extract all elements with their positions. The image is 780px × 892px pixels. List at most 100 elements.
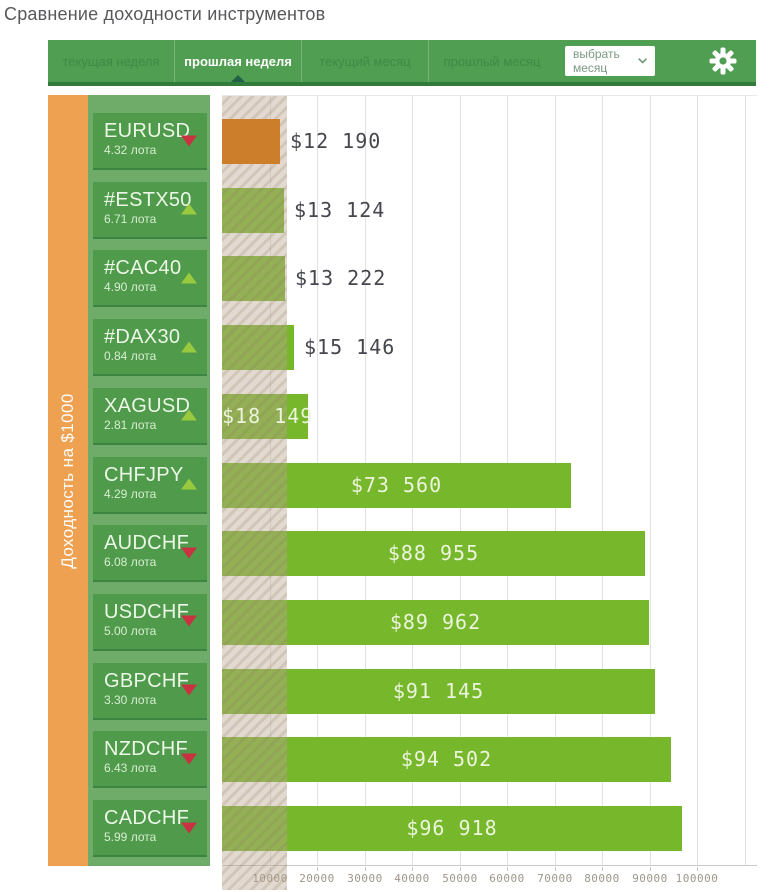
tab-2[interactable]: прошлая неделя: [174, 40, 301, 82]
bar-value-label: $89 962: [389, 609, 482, 634]
period-tabs: текущая неделя прошлая неделя текущий меся…: [48, 40, 555, 82]
tab-3[interactable]: текущий месяц: [301, 40, 428, 82]
instrument-panel: CHFJPY 4.29 лота: [93, 456, 207, 514]
tab-1[interactable]: текущая неделя: [48, 40, 174, 82]
trend-up-icon: [181, 341, 197, 353]
instrument-symbol: GBPCHF: [104, 669, 190, 692]
y-axis-label-strip: Доходность на $1000: [48, 95, 88, 866]
axis-tick: [507, 867, 508, 871]
instrument-lots: 5.99 лота: [104, 830, 157, 844]
bar-xagusd: [222, 393, 308, 439]
bar-value-label: $13 222: [295, 266, 387, 291]
axis-tick-label: 20000: [299, 872, 335, 885]
profitability-chart: Доходность на $1000 EURUSD 4.32 лота #ES…: [48, 95, 757, 892]
axis-tick: [697, 867, 698, 871]
axis-tick-label: 30000: [347, 872, 383, 885]
bar-value-label: $73 560: [350, 472, 443, 497]
trend-up-icon: [181, 409, 197, 421]
instrument-lots: 6.43 лота: [104, 761, 157, 776]
instrument-symbol: #DAX30: [104, 326, 181, 349]
y-axis-label: Доходность на $1000: [58, 392, 77, 569]
instrument-symbol: #CAC40: [104, 257, 182, 280]
instrument-panel: XAGUSD 2.81 лота: [93, 387, 207, 445]
instrument-panel: NZDCHF 6.43 лота: [93, 731, 207, 789]
bar-eurusd: [222, 119, 280, 164]
gridline: [697, 96, 698, 865]
gridline: [650, 96, 651, 865]
trend-down-icon: [181, 135, 197, 146]
bar-value-label: $15 146: [304, 335, 396, 360]
tab-4[interactable]: прошлый месяц: [428, 40, 555, 82]
trend-down-icon: [181, 753, 197, 765]
instrument-panel: #ESTX50 6.71 лота: [93, 181, 207, 239]
instrument-lots: 5.00 лота: [104, 623, 157, 638]
trend-up-icon: [181, 203, 197, 215]
settings-button[interactable]: [690, 40, 756, 82]
axis-tick-label: 90000: [632, 872, 668, 885]
gear-icon: [709, 47, 737, 75]
bar-value-label: $94 502: [400, 747, 493, 772]
instrument-symbol: CADCHF: [104, 807, 190, 829]
axis-tick-label: 10000: [252, 872, 288, 885]
plot-area: 10000 20000 30000 40000 50000 60000 70000 80000…: [222, 95, 757, 890]
trend-down-icon: [181, 547, 197, 559]
bar-value-label: $91 145: [392, 678, 485, 703]
trend-down-icon: [181, 684, 197, 696]
trend-up-icon: [181, 272, 197, 284]
bar-nzdchf: [222, 737, 671, 783]
bar-value-label: $96 918: [406, 816, 498, 840]
chevron-down-icon: [638, 58, 647, 64]
axis-tick: [460, 867, 461, 871]
instrument-panel: EURUSD 4.32 лота: [93, 113, 207, 170]
month-select-dropdown[interactable]: выбрать месяц: [565, 46, 655, 76]
axis-tick: [555, 867, 556, 871]
tab-label: прошлый месяц: [443, 53, 541, 69]
bar-value-label: $88 955: [387, 541, 480, 566]
instrument-panel: #CAC40 4.90 лота: [93, 250, 207, 308]
axis-tick: [412, 867, 413, 871]
bar-value-label: $13 124: [294, 197, 386, 222]
instrument-labels-column: EURUSD 4.32 лота #ESTX50 6.71 лота #CAC4…: [88, 95, 210, 866]
bar-estx50: [222, 187, 284, 233]
instrument-panel: AUDCHF 6.08 лота: [93, 525, 207, 583]
instrument-panel: GBPCHF 3.30 лота: [93, 662, 207, 720]
instrument-lots: 4.32 лота: [104, 143, 157, 157]
instrument-lots: 4.29 лота: [104, 486, 157, 501]
axis-tick-label: 70000: [537, 872, 573, 885]
instrument-panel: CADCHF 5.99 лота: [93, 800, 207, 857]
instrument-symbol: NZDCHF: [104, 738, 189, 761]
instrument-symbol: EURUSD: [104, 120, 191, 142]
axis-tick: [365, 867, 366, 871]
instrument-lots: 0.84 лота: [104, 349, 157, 364]
instrument-lots: 6.08 лота: [104, 555, 157, 570]
instrument-lots: 4.90 лота: [104, 280, 157, 295]
axis-tick: [602, 867, 603, 871]
axis-tick-label: 60000: [489, 872, 525, 885]
axis-tick-label: 100000: [675, 872, 719, 885]
bar-chfjpy: [222, 462, 571, 508]
axis-tick-label: 40000: [394, 872, 430, 885]
gridline: [745, 96, 746, 865]
bar-audchf: [222, 531, 645, 577]
instrument-lots: 3.30 лота: [104, 692, 157, 707]
minimum-highlight-band: [222, 96, 287, 890]
page-title: Сравнение доходности инструментов: [4, 4, 326, 24]
tab-label: прошлая неделя: [184, 53, 292, 69]
trend-down-icon: [181, 822, 197, 833]
instrument-lots: 2.81 лота: [104, 417, 157, 432]
period-toolbar: текущая неделя прошлая неделя текущий меся…: [48, 40, 756, 86]
tab-label: текущая неделя: [62, 53, 160, 69]
bar-cac40: [222, 256, 285, 302]
tab-label: текущий месяц: [319, 53, 411, 69]
instrument-symbol: CHFJPY: [104, 463, 184, 486]
instrument-symbol: XAGUSD: [104, 394, 191, 417]
trend-up-icon: [181, 478, 197, 490]
bar-dax30: [222, 325, 294, 371]
instrument-symbol: #ESTX50: [104, 188, 192, 211]
month-select-label: выбрать месяц: [573, 47, 620, 75]
bar-value-label: $12 190: [290, 129, 382, 153]
axis-tick: [650, 867, 651, 871]
instrument-symbol: AUDCHF: [104, 532, 190, 555]
instrument-panel: USDCHF 5.00 лота: [93, 593, 207, 651]
instrument-panel: #DAX30 0.84 лота: [93, 319, 207, 377]
